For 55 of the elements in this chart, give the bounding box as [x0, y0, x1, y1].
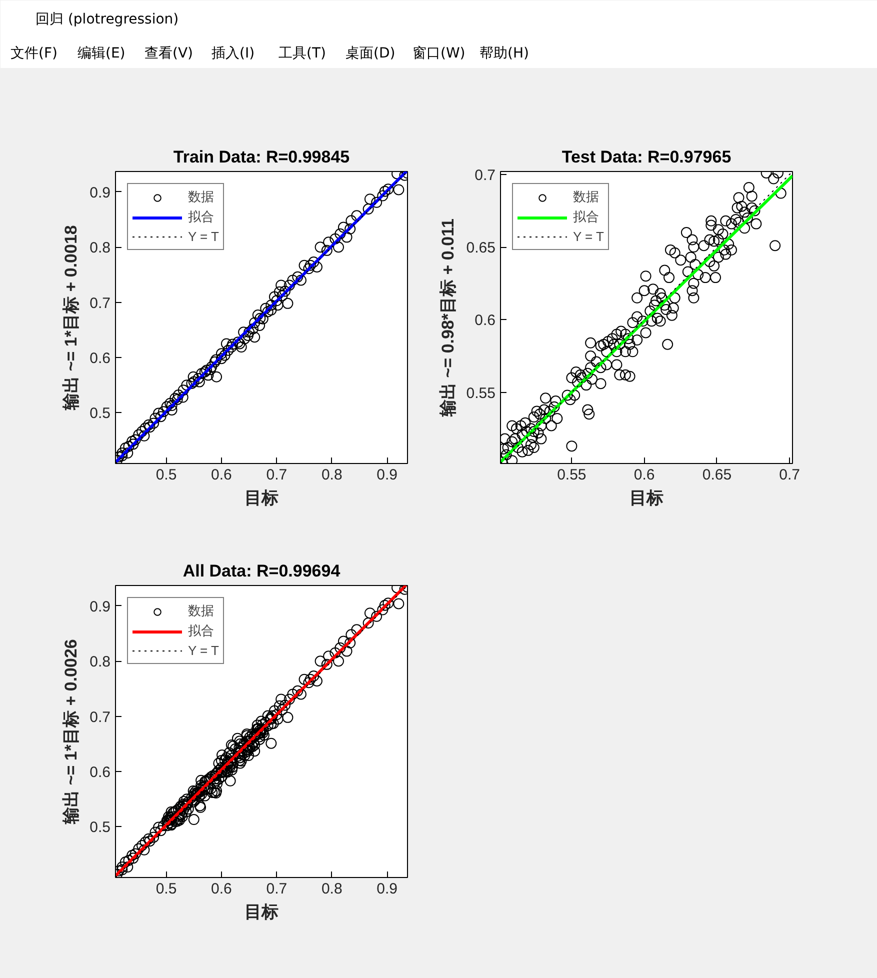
x-tick-label: 0.6	[634, 466, 655, 484]
text: 文件(F)	[10, 46, 58, 62]
x-tick-label: 0.7	[779, 466, 800, 484]
legend-label: 拟合	[188, 208, 214, 226]
y-tick-label: 0.7	[90, 294, 111, 312]
text: 帮助(H)	[480, 46, 529, 62]
text: 编辑(E)	[78, 46, 126, 62]
chart-title: Train Data: R=0.99845	[173, 148, 350, 166]
y-tick-label: 0.5	[90, 405, 111, 422]
legend-label: 数据	[573, 188, 599, 206]
legend-label: Y = T	[188, 642, 219, 659]
text: 查看(V)	[144, 46, 194, 62]
x-tick-label: 0.5	[156, 880, 177, 898]
y-axis-title: 输出 ~= 1*目标 + 0.0018	[62, 225, 81, 411]
y-tick-label: 0.9	[90, 184, 111, 202]
x-tick-label: 0.6	[211, 466, 232, 484]
x-tick-label: 0.9	[376, 880, 398, 898]
x-tick-label: 0.5	[156, 466, 177, 484]
text: 窗口(W)	[412, 46, 466, 62]
y-tick-label: 0.5	[90, 819, 111, 836]
chart-title: Test Data: R=0.97965	[562, 148, 732, 166]
x-tick-label: 0.8	[321, 880, 342, 898]
y-tick-label: 0.65	[466, 240, 496, 257]
y-tick-label: 0.7	[474, 166, 496, 184]
y-tick-label: 0.8	[90, 240, 111, 257]
y-tick-label: 0.7	[90, 708, 111, 726]
x-tick-label: 0.7	[266, 880, 288, 898]
legend-label: 数据	[188, 188, 214, 206]
legend-label: Y = T	[573, 228, 604, 245]
x-tick-label: 0.8	[321, 466, 342, 484]
y-axis-title: 输出 ~= 1*目标 + 0.0026	[62, 639, 81, 825]
x-tick-label: 0.7	[266, 466, 288, 484]
chart-title: All Data: R=0.99694	[182, 562, 341, 580]
legend-label: 数据	[188, 602, 214, 620]
y-tick-label: 0.55	[466, 384, 496, 402]
y-tick-label: 0.6	[474, 312, 496, 330]
x-tick-label: 0.55	[557, 466, 586, 484]
legend-label: 拟合	[188, 622, 214, 640]
text: 桌面(D)	[346, 46, 396, 62]
x-tick-label: 0.65	[702, 466, 732, 484]
y-tick-label: 0.6	[90, 764, 111, 782]
legend-label: 拟合	[573, 208, 599, 226]
x-tick-label: 0.9	[376, 466, 398, 484]
y-tick-label: 0.6	[90, 350, 111, 368]
x-axis-title: 目标	[630, 488, 664, 508]
legend-label: Y = T	[188, 228, 219, 245]
text: 插入(I)	[212, 46, 255, 62]
x-tick-label: 0.6	[211, 880, 232, 898]
y-axis-title: 输出 ~= 0.98*目标 + 0.011	[438, 218, 458, 418]
text: 工具(T)	[278, 46, 326, 62]
y-tick-label: 0.9	[90, 598, 111, 616]
x-axis-title: 目标	[244, 902, 278, 922]
y-tick-label: 0.8	[90, 654, 111, 671]
text: 回归 (plotregression)	[36, 12, 179, 28]
x-axis-title: 目标	[244, 488, 278, 508]
